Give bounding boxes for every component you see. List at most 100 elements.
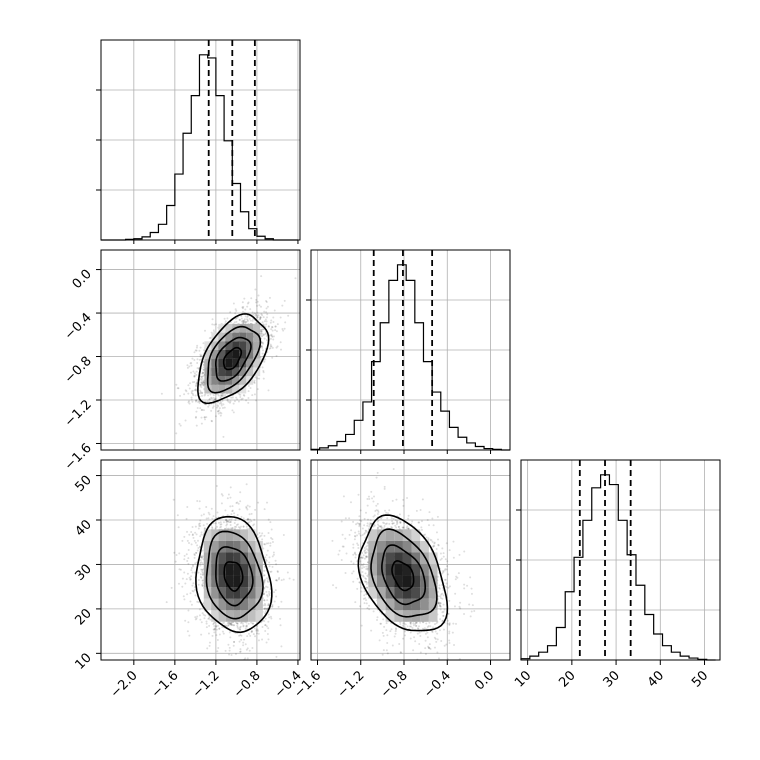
scatter-point (253, 379, 256, 382)
scatter-point (275, 355, 278, 358)
scatter-point (237, 502, 240, 505)
scatter-point (208, 641, 211, 644)
scatter-point (224, 519, 227, 522)
scatter-point (252, 313, 255, 316)
scatter-point (246, 320, 249, 323)
scatter-point (233, 640, 236, 643)
density-cell (204, 384, 212, 394)
scatter-point (228, 649, 231, 652)
scatter-point (215, 625, 218, 628)
scatter-point (266, 501, 269, 504)
scatter-point (226, 520, 229, 523)
scatter-point (160, 392, 163, 395)
scatter-point (186, 364, 189, 367)
scatter-point (271, 335, 274, 338)
scatter-point (202, 573, 205, 576)
scatter-point (273, 309, 276, 312)
scatter-point (210, 397, 213, 400)
scatter-point (282, 329, 285, 332)
scatter-point (252, 318, 255, 321)
scatter-point (225, 521, 228, 524)
scatter-point (265, 320, 268, 323)
scatter-point (261, 341, 264, 344)
scatter-point (249, 319, 252, 322)
scatter-point (193, 586, 196, 589)
scatter-point (256, 533, 259, 536)
density-cell (253, 332, 261, 342)
scatter-point (264, 607, 267, 610)
scatter-point (266, 549, 269, 552)
scatter-point (277, 578, 280, 581)
histogram-bin (346, 434, 355, 450)
scatter-point (203, 416, 206, 419)
scatter-point (236, 523, 239, 526)
scatter-point (199, 519, 202, 522)
scatter-point (275, 595, 278, 598)
scatter-point (217, 521, 220, 524)
scatter-point (263, 337, 266, 340)
scatter-point (239, 650, 242, 653)
density-cell (246, 350, 254, 359)
scatter-point (271, 329, 274, 332)
scatter-point (193, 375, 196, 378)
scatter-point (221, 494, 224, 497)
scatter-point (228, 518, 231, 521)
scatter-point (202, 368, 205, 371)
scatter-point (240, 317, 243, 320)
scatter-point (257, 501, 260, 504)
scatter-point (250, 630, 253, 633)
scatter-point (233, 400, 236, 403)
scatter-point (208, 513, 211, 516)
scatter-point (192, 536, 195, 539)
scatter-point (188, 387, 191, 390)
scatter-point (254, 322, 257, 325)
scatter-point (237, 526, 240, 529)
scatter-point (252, 524, 255, 527)
scatter-point (247, 397, 250, 400)
scatter-point (284, 321, 287, 324)
scatter-point (228, 653, 231, 656)
scatter-point (258, 304, 261, 307)
density-cell (232, 367, 240, 377)
scatter-point (231, 409, 234, 412)
scatter-point (195, 551, 198, 554)
histogram-bin (183, 133, 191, 240)
scatter-point (269, 347, 272, 350)
scatter-point (229, 311, 232, 314)
scatter-point (264, 358, 267, 361)
scatter-point (199, 355, 202, 358)
scatter-point (226, 663, 228, 665)
scatter-point (187, 401, 190, 404)
scatter-point (242, 321, 245, 324)
scatter-point (266, 633, 269, 636)
scatter-point (256, 377, 259, 380)
scatter-point (194, 389, 197, 392)
scatter-point (230, 396, 233, 399)
scatter-point (253, 312, 256, 315)
histogram-bin (645, 615, 654, 660)
scatter-point (208, 398, 211, 401)
scatter-point (208, 337, 211, 340)
scatter-point (201, 377, 204, 380)
scatter-point (201, 612, 204, 615)
density-cell (225, 358, 233, 368)
scatter-point (253, 627, 256, 630)
scatter-point (221, 395, 224, 398)
scatter-point (235, 501, 238, 504)
scatter-point (217, 410, 220, 413)
scatter-point (265, 577, 268, 580)
scatter-point (186, 572, 189, 575)
scatter-point (234, 308, 237, 311)
scatter-point (245, 525, 248, 528)
scatter-point (200, 375, 203, 378)
scatter-point (185, 390, 188, 393)
histogram-bin (337, 442, 346, 450)
scatter-point (195, 382, 198, 385)
scatter-point (202, 513, 205, 516)
scatter-point (262, 349, 265, 352)
scatter-point (200, 379, 203, 382)
scatter-point (201, 568, 204, 571)
scatter-point (262, 333, 265, 336)
scatter-point (207, 511, 210, 514)
